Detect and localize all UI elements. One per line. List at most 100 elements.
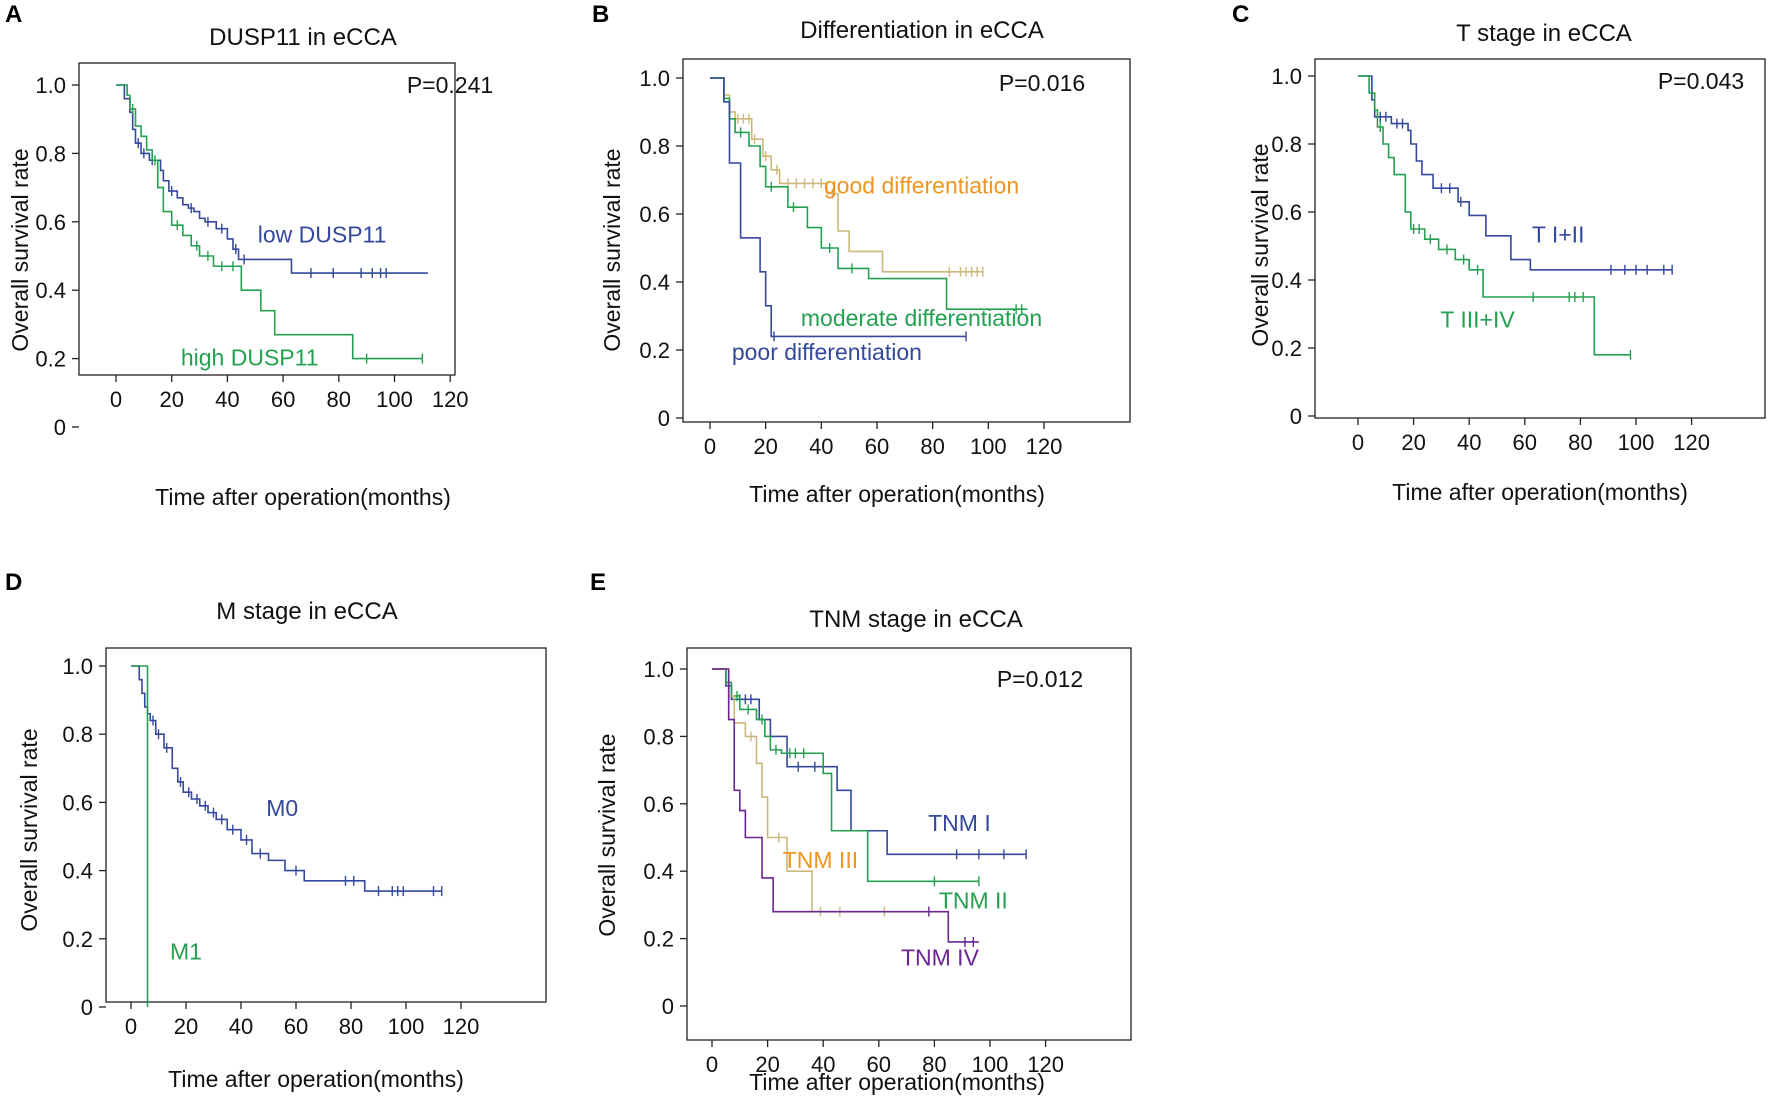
x-tick-label: 60 (865, 434, 889, 459)
x-tick-label: 100 (970, 434, 1007, 459)
x-tick-label: 120 (1027, 1052, 1064, 1077)
series-low-dusp11: low DUSP11 (116, 84, 428, 279)
x-tick-label: 80 (327, 387, 351, 412)
series-tnm-i: TNM I (712, 668, 1027, 860)
series-label: TNM I (928, 810, 991, 836)
x-axis: 0 20 40 60 80 100 120 (704, 422, 1062, 459)
survival-curve (1358, 75, 1673, 271)
plot-frame (682, 58, 1131, 423)
panel-d: D M stage in eCCA 0 20 40 60 80 100 120 0 0.2 0.4 0.… (5, 569, 547, 1092)
x-axis-label: Time after operation(months) (155, 484, 451, 510)
series-label: M1 (170, 938, 202, 964)
survival-curve (710, 77, 1028, 310)
plot-frame (78, 62, 456, 376)
survival-curve (116, 84, 423, 360)
x-axis-label: Time after operation(months) (749, 481, 1045, 507)
y-axis-label: Overall survival rate (16, 728, 42, 931)
y-axis-label: Overall survival rate (7, 148, 33, 351)
series-label: M0 (266, 795, 298, 821)
x-tick-label: 60 (271, 387, 295, 412)
y-tick-label: 0.8 (1271, 132, 1302, 157)
panel-e: E TNM stage in eCCA 0 20 40 60 80 100 120 0 0.2 0.4… (590, 569, 1132, 1095)
series-label: T III+IV (1440, 307, 1515, 333)
y-tick-label: 0.6 (35, 210, 66, 235)
panel-letter: E (590, 569, 606, 596)
y-tick-label: 1.0 (35, 73, 66, 98)
series-high-dusp11: high DUSP11 (116, 84, 424, 370)
x-tick-label: 0 (706, 1052, 718, 1077)
x-tick-label: 80 (922, 1052, 946, 1077)
y-tick-label: 1.0 (62, 654, 93, 679)
series-label: moderate differentiation (801, 305, 1042, 331)
series-label: TNM II (939, 887, 1008, 913)
plot-frame (105, 647, 547, 1003)
x-tick-label: 20 (159, 387, 183, 412)
p-value: P=0.241 (407, 72, 493, 98)
chart-title: TNM stage in eCCA (809, 606, 1022, 633)
y-tick-label: 0.2 (1271, 336, 1302, 361)
x-tick-label: 40 (809, 434, 833, 459)
x-axis: 0 20 40 60 80 100 120 (1352, 418, 1710, 455)
y-axis: 0 0.2 0.4 0.6 0.8 1.0 (35, 73, 79, 440)
y-tick-label: 0.4 (639, 270, 670, 295)
series-label: low DUSP11 (258, 221, 387, 247)
y-axis-label: Overall survival rate (594, 733, 620, 936)
x-tick-label: 80 (1568, 430, 1592, 455)
y-tick-label: 1.0 (1271, 64, 1302, 89)
x-axis-label: Time after operation(months) (1392, 479, 1688, 505)
y-axis: 0 0.2 0.4 0.6 0.8 1.0 (643, 657, 687, 1019)
y-tick-label: 0.6 (639, 202, 670, 227)
x-tick-label: 0 (704, 434, 716, 459)
series-moderate-differentiation: moderate differentiation (710, 77, 1042, 331)
x-tick-label: 20 (753, 434, 777, 459)
y-tick-label: 0.6 (1271, 200, 1302, 225)
survival-curve (710, 77, 967, 338)
survival-curve (131, 665, 442, 892)
y-tick-label: 0.2 (639, 338, 670, 363)
series-m1: M1 (131, 665, 202, 1007)
p-value: P=0.016 (999, 70, 1085, 96)
series-label: good differentiation (824, 173, 1019, 199)
series-tnm-iv: TNM IV (712, 668, 980, 971)
chart-title: M stage in eCCA (216, 598, 397, 625)
survival-curve (712, 668, 885, 913)
y-tick-label: 0.6 (643, 792, 674, 817)
chart-title: DUSP11 in eCCA (209, 24, 397, 51)
x-tick-label: 100 (1618, 430, 1655, 455)
panel-letter: B (592, 1, 609, 28)
x-tick-label: 100 (972, 1052, 1009, 1077)
x-tick-label: 40 (1457, 430, 1481, 455)
y-axis: 0 0.2 0.4 0.6 0.8 1.0 (62, 654, 106, 1020)
survival-curve (131, 665, 149, 1007)
panel-c: C T stage in eCCA 0 20 40 60 80 100 120 0 0.2 0.4 0.… (1232, 1, 1766, 505)
x-tick-label: 0 (125, 1014, 137, 1039)
y-tick-label: 0 (54, 415, 66, 440)
survival-curve (1358, 75, 1631, 356)
x-tick-label: 20 (1401, 430, 1425, 455)
series-tnm-ii: TNM II (712, 668, 1008, 913)
x-tick-label: 0 (1352, 430, 1364, 455)
y-tick-label: 0.4 (1271, 268, 1302, 293)
series-label: poor differentiation (732, 339, 922, 365)
panel-letter: A (5, 1, 22, 28)
panel-letter: D (5, 569, 22, 596)
series-m0: M0 (131, 665, 443, 897)
y-tick-label: 0.4 (62, 859, 93, 884)
x-axis: 0 20 40 60 80 100 120 (110, 375, 469, 412)
y-tick-label: 0.2 (62, 927, 93, 952)
panel-a: A DUSP11 in eCCA 0 20 40 60 80 100 120 0 0.2 0.4 0.6… (5, 1, 493, 510)
y-tick-label: 0.8 (62, 722, 93, 747)
survival-curve (116, 84, 428, 274)
x-tick-label: 120 (432, 387, 469, 412)
x-tick-label: 80 (920, 434, 944, 459)
x-tick-label: 100 (376, 387, 413, 412)
series-label: high DUSP11 (181, 344, 319, 370)
y-axis: 0 0.2 0.4 0.6 0.8 1.0 (639, 66, 683, 431)
survival-curve (712, 668, 979, 943)
series-label: T I+II (1532, 222, 1585, 248)
series-good-differentiation: good differentiation (710, 77, 1019, 277)
y-tick-label: 0 (81, 995, 93, 1020)
y-tick-label: 0.8 (639, 134, 670, 159)
